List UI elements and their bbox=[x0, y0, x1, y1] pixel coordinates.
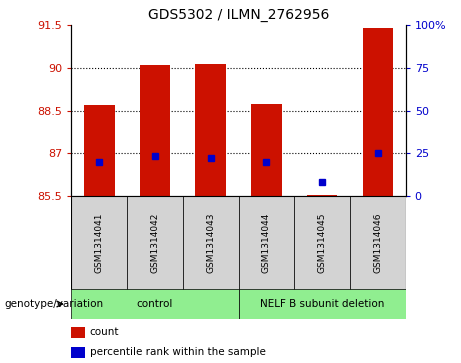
Text: genotype/variation: genotype/variation bbox=[5, 299, 104, 309]
Bar bbox=[362, 28, 393, 196]
Title: GDS5302 / ILMN_2762956: GDS5302 / ILMN_2762956 bbox=[148, 8, 329, 22]
Bar bbox=[238, 289, 406, 319]
Text: GSM1314044: GSM1314044 bbox=[262, 213, 271, 273]
Text: count: count bbox=[90, 327, 119, 337]
Bar bbox=[350, 196, 406, 290]
Bar bbox=[183, 196, 238, 290]
Bar bbox=[71, 196, 127, 290]
Text: GSM1314041: GSM1314041 bbox=[95, 213, 104, 273]
Bar bbox=[238, 196, 294, 290]
Text: GSM1314043: GSM1314043 bbox=[206, 213, 215, 273]
Bar bbox=[71, 347, 85, 358]
Text: GSM1314042: GSM1314042 bbox=[150, 213, 160, 273]
Bar bbox=[71, 327, 85, 338]
Text: control: control bbox=[137, 299, 173, 309]
Bar bbox=[195, 64, 226, 196]
Bar bbox=[84, 105, 115, 196]
Bar bbox=[307, 195, 337, 196]
Bar bbox=[251, 103, 282, 196]
Bar bbox=[71, 289, 239, 319]
Bar bbox=[294, 196, 350, 290]
Text: NELF B subunit deletion: NELF B subunit deletion bbox=[260, 299, 384, 309]
Text: GSM1314046: GSM1314046 bbox=[373, 213, 382, 273]
Bar bbox=[140, 65, 170, 196]
Bar bbox=[127, 196, 183, 290]
Text: percentile rank within the sample: percentile rank within the sample bbox=[90, 347, 266, 357]
Text: GSM1314045: GSM1314045 bbox=[318, 213, 327, 273]
